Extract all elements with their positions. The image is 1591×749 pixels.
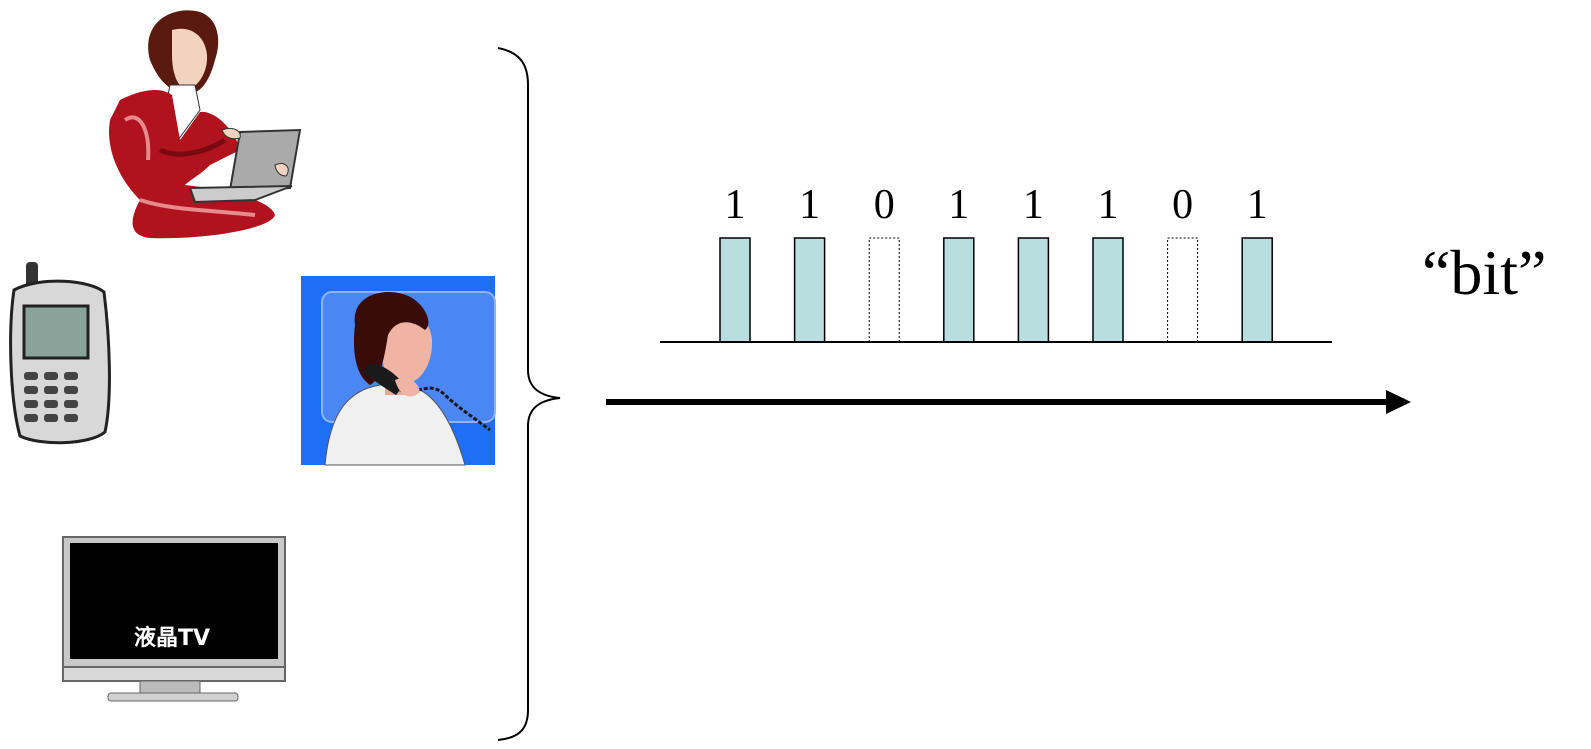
transmission-arrow xyxy=(606,390,1411,414)
bit-pulse-off xyxy=(868,237,900,343)
mobile-phone-icon xyxy=(9,262,111,445)
bit-label: 1 xyxy=(948,182,969,228)
bit-label: 1 xyxy=(1247,182,1268,228)
tv-screen-label: 液晶TV xyxy=(134,625,210,651)
bit-label: 0 xyxy=(1172,182,1193,228)
grouping-brace xyxy=(497,47,561,741)
bit-label: 1 xyxy=(1098,182,1119,228)
bit-pulse-on xyxy=(719,237,751,343)
bit-sequence: 1 1 0 1 1 1 0 1 xyxy=(719,182,1273,343)
woman-laptop-icon xyxy=(109,10,302,239)
woman-telephone-icon xyxy=(301,276,496,466)
bit-pulse-off xyxy=(1167,237,1199,343)
bit-pulse-on xyxy=(1017,237,1050,343)
bit-pulse-on xyxy=(793,237,826,343)
bit-label: 1 xyxy=(1023,182,1044,228)
bit-pulse-on xyxy=(1241,237,1273,343)
bit-label: 1 xyxy=(725,182,746,228)
bit-label: 1 xyxy=(799,182,820,228)
bit-label: 0 xyxy=(874,182,895,228)
bit-caption: “bit” xyxy=(1422,237,1546,308)
lcd-tv-icon: 液晶TV xyxy=(62,536,286,702)
bit-pulse-on xyxy=(943,237,975,343)
bit-pulse-on xyxy=(1092,237,1124,343)
